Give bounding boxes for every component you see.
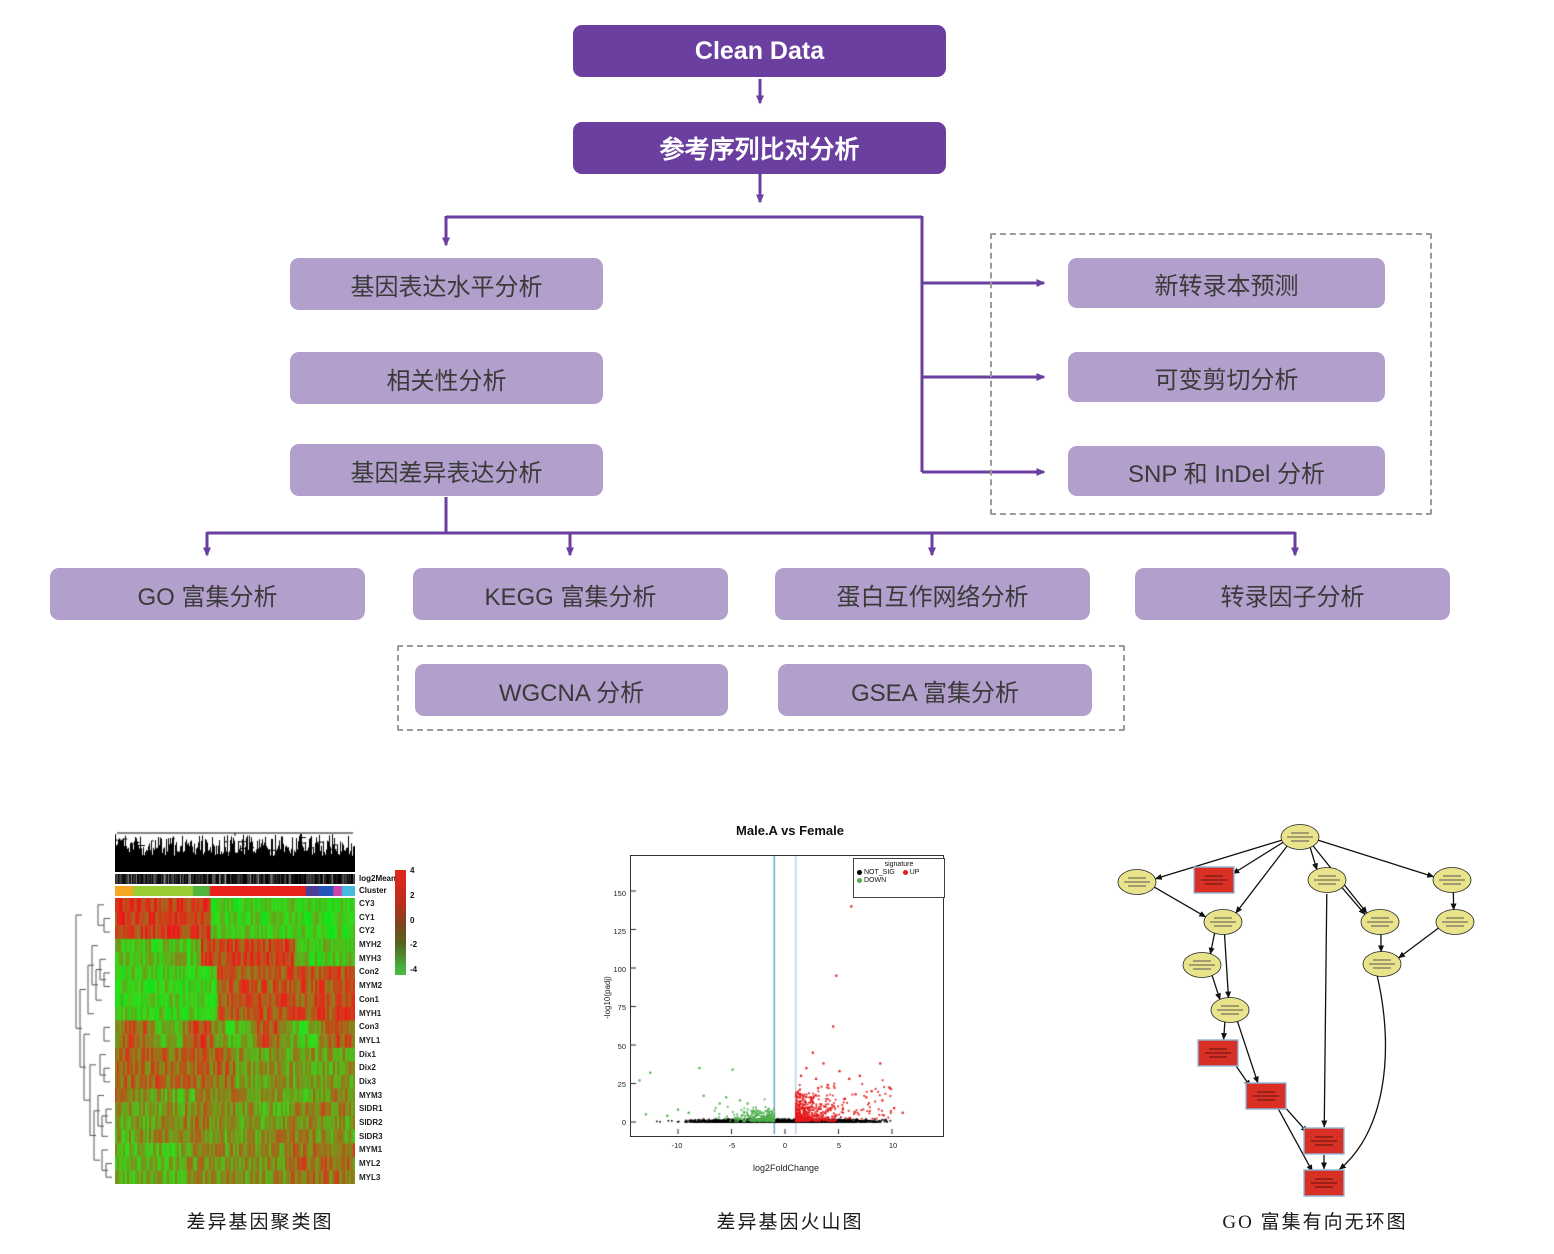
volcano-points [631, 856, 941, 1134]
heatmap-row-label: SIDR1 [359, 1104, 383, 1114]
heatmap-row-label: MYH3 [359, 953, 382, 963]
colorbar-tick: 2 [410, 890, 415, 900]
legend-item-notsig: NOT_SIG [857, 869, 895, 876]
volcano-caption: 差异基因火山图 [716, 1212, 864, 1233]
volcano-legend: signature NOT_SIG UP DOWN [853, 858, 945, 898]
heatmap-row-label: MYH1 [359, 1008, 382, 1018]
heatmap-annotation-label-log2mean: log2Mean [359, 874, 396, 883]
node-diff-expression: 基因差异表达分析 [290, 444, 603, 496]
node-gene-expression: 基因表达水平分析 [290, 258, 603, 310]
node-tf-analysis: 转录因子分析 [1135, 568, 1450, 620]
node-wgcna: WGCNA 分析 [415, 664, 728, 716]
heatmap-row-label: Con1 [359, 994, 379, 1004]
node-correlation: 相关性分析 [290, 352, 603, 404]
heatmap-row-label: Con2 [359, 967, 379, 977]
node-alignment: 参考序列比对分析 [573, 122, 946, 174]
dashed-group-structure-analysis [990, 233, 1432, 515]
heatmap-row-labels: CY3 CY1 CY2 MYH2 MYH3 Con2 MYM2 Con1 MYH1 Con3 MYL… [359, 900, 395, 1182]
down-dot-icon [857, 878, 862, 883]
heatmap-row-label: MYL1 [359, 1035, 381, 1045]
heatmap-row-label: CY1 [359, 912, 375, 922]
volcano-figure: Male.A vs Female -log10(padj) 150 125 100 7… [600, 815, 980, 1195]
heatmap-row-label: SIDR3 [359, 1131, 383, 1141]
node-alt-splicing: 可变剪切分析 [1068, 352, 1385, 402]
x-tick: 5 [836, 1141, 842, 1150]
go-dag-caption: GO 富集有向无环图 [1222, 1212, 1408, 1233]
dashed-group-optional-analysis [397, 645, 1125, 731]
legend-item-down: DOWN [857, 877, 886, 884]
y-tick: 150 [613, 889, 626, 898]
volcano-x-ticks: -10 -5 0 5 10 [600, 1141, 980, 1151]
y-tick: 50 [617, 1041, 626, 1051]
heatmap-top-dendrogram [115, 830, 355, 872]
heatmap-colorbar-ticks: 4 2 0 -2 -4 [410, 866, 417, 974]
heatmap-log2mean-strip [115, 874, 355, 884]
heatmap-row-label: MYL2 [359, 1159, 381, 1169]
colorbar-tick: 4 [410, 866, 415, 875]
x-tick: -10 [671, 1141, 683, 1150]
heatmap-figure: log2Mean Cluster CY3 CY1 CY2 MYH2 MYH3 Con2 MY… [60, 818, 490, 1190]
legend-title: signature [884, 861, 914, 868]
node-gsea: GSEA 富集分析 [778, 664, 1092, 716]
heatmap-row-label: Dix1 [359, 1049, 376, 1059]
y-tick: 75 [617, 1003, 626, 1013]
heatmap-row-label: MYM2 [359, 981, 383, 991]
heatmap-body [115, 898, 355, 1184]
y-tick: 125 [613, 927, 626, 937]
y-tick: 0 [621, 1117, 626, 1127]
heatmap-row-label: MYH2 [359, 940, 382, 950]
heatmap-row-label: CY2 [359, 926, 375, 936]
heatmap-row-label: CY3 [359, 899, 375, 908]
node-snp-indel: SNP 和 InDel 分析 [1068, 446, 1385, 496]
heatmap-row-label: Con3 [359, 1022, 379, 1032]
volcano-title: Male.A vs Female [736, 823, 844, 838]
heatmap-cluster-strip [115, 886, 355, 896]
node-novel-transcript: 新转录本预测 [1068, 258, 1385, 308]
heatmap-row-label: MYM3 [359, 1090, 383, 1100]
x-tick: 0 [782, 1141, 788, 1150]
node-kegg-enrich: KEGG 富集分析 [413, 568, 728, 620]
volcano-x-axis-label: log2FoldChange [752, 1163, 820, 1173]
node-ppi-network: 蛋白互作网络分析 [775, 568, 1090, 620]
colorbar-tick: -2 [410, 940, 418, 950]
colorbar-tick: -4 [410, 965, 418, 974]
heatmap-row-label: MYM1 [359, 1145, 383, 1155]
heatmap-row-label: SIDR2 [359, 1118, 383, 1127]
heatmap-colorbar [395, 870, 406, 975]
y-tick: 25 [617, 1079, 626, 1089]
heatmap-annotation-label-cluster: Cluster [359, 886, 387, 895]
legend-item-up: UP [902, 869, 919, 876]
heatmap-left-dendrogram [68, 898, 113, 1184]
node-clean-data: Clean Data [573, 25, 946, 77]
go-dag-figure [1095, 812, 1535, 1200]
y-tick: 100 [613, 965, 626, 975]
heatmap-row-label: MYL3 [359, 1172, 381, 1182]
up-dot-icon [902, 870, 908, 875]
heatmap-caption: 差异基因聚类图 [186, 1212, 334, 1233]
go-dag-graph [1117, 824, 1475, 1197]
node-go-enrich: GO 富集分析 [50, 568, 365, 620]
x-tick: -5 [728, 1141, 736, 1150]
heatmap-row-label: Dix2 [359, 1063, 376, 1073]
volcano-y-ticks: 150 125 100 75 50 25 0 [606, 889, 626, 1127]
heatmap-row-label: Dix3 [359, 1076, 376, 1086]
notsig-dot-icon [857, 870, 862, 875]
colorbar-tick: 0 [410, 915, 415, 925]
x-tick: 10 [888, 1141, 898, 1150]
